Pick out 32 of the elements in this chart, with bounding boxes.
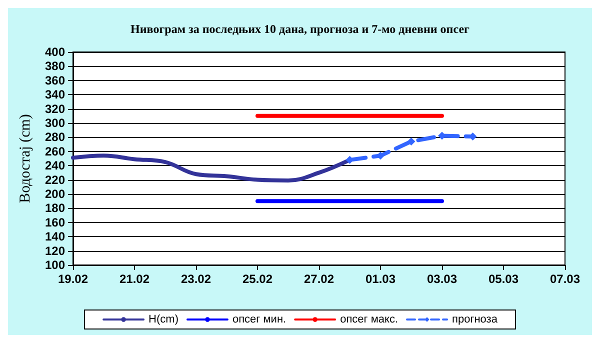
y-tick-label: 400	[44, 45, 66, 59]
x-tick-label: 25.02	[242, 272, 273, 286]
x-tick-label: 03.03	[426, 272, 458, 286]
chart-title: Нивограм за последњих 10 дана, прогноза и 7-мо дневни опсег	[130, 22, 470, 36]
y-tick-label: 360	[44, 73, 66, 88]
x-tick-label: 21.02	[119, 272, 150, 286]
y-tick-label: 240	[44, 158, 66, 173]
y-axis-title: Водостај (cm)	[18, 114, 34, 203]
y-tick-label: 300	[44, 116, 66, 130]
y-tick-label: 100	[44, 258, 66, 272]
y-tick-label: 120	[44, 244, 66, 258]
x-tick-label: 27.02	[304, 272, 334, 286]
legend-label: прогноза	[452, 314, 498, 326]
y-tick-label: 140	[44, 230, 66, 244]
y-tick-label: 280	[44, 130, 66, 144]
y-tick-label: 260	[44, 144, 66, 158]
y-tick-label: 200	[44, 187, 66, 201]
legend-label: опсег макс.	[340, 314, 398, 326]
x-tick-label: 05.03	[488, 272, 519, 286]
y-tick-label: 320	[44, 102, 66, 116]
x-tick-label: 01.03	[365, 272, 396, 286]
point	[407, 137, 416, 146]
x-tick-label: 07.03	[550, 272, 580, 286]
x-tick-label: 23.02	[180, 272, 212, 286]
legend-label: H(cm)	[148, 314, 178, 326]
y-tick-label: 160	[44, 215, 66, 230]
y-tick-label: 180	[44, 201, 66, 216]
y-tick-label: 340	[44, 88, 66, 102]
y-tick-label: 380	[44, 59, 66, 74]
y-tick-label: 220	[44, 172, 66, 187]
x-tick-label: 19.02	[58, 272, 88, 286]
legend-label: опсег мин.	[232, 314, 286, 326]
